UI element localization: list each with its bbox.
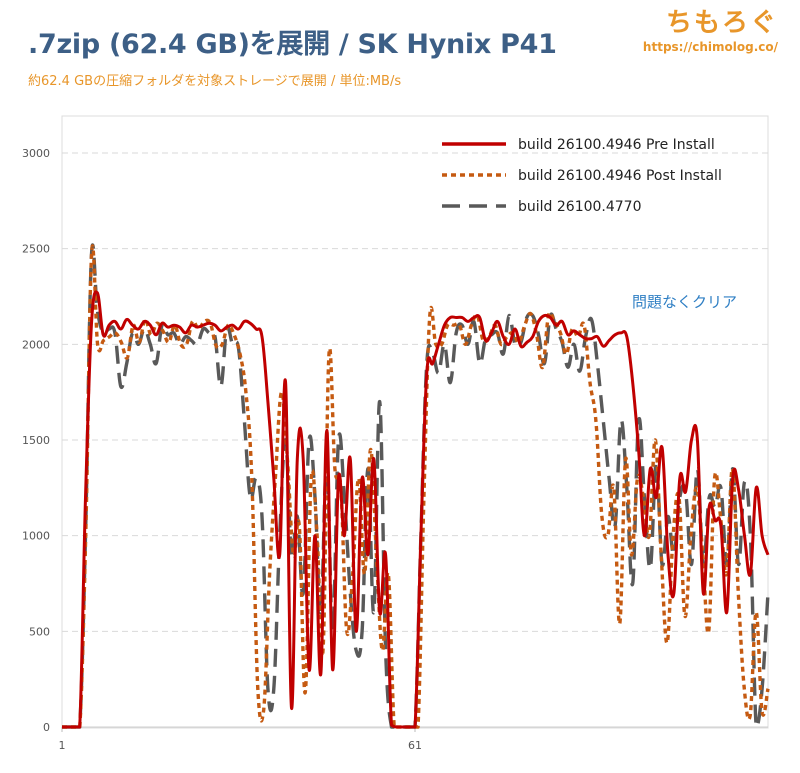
- series-line-0: [61, 290, 770, 729]
- y-tick-label: 2000: [22, 338, 50, 351]
- chart-subtitle: 約62.4 GBの圧縮フォルダを対象ストレージで展開 / 単位:MB/s: [28, 74, 402, 89]
- y-tick-label: 0: [43, 721, 50, 734]
- y-tick-label: 3000: [22, 147, 50, 160]
- y-axis-ticks: 0 500 1000 1500 2000 2500 3000: [22, 147, 50, 734]
- legend-label: build 26100.4946 Post Install: [518, 168, 722, 184]
- chart-title: .7zip (62.4 GB)を展開 / SK Hynix P41: [28, 29, 557, 60]
- brand-name: ちもろぐ: [665, 8, 778, 38]
- legend-label: build 26100.4946 Pre Install: [518, 137, 715, 153]
- series-line-2: [61, 243, 770, 729]
- brand-logo: ちもろぐ https://chimolog.co/: [643, 6, 778, 54]
- x-tick-label: 61: [408, 739, 422, 752]
- legend: build 26100.4946 Pre Install build 26100.…: [442, 137, 722, 215]
- y-tick-label: 500: [29, 625, 50, 638]
- y-tick-label: 2500: [22, 243, 50, 256]
- y-tick-label: 1500: [22, 434, 50, 447]
- series-lines: [61, 243, 770, 729]
- x-axis-ticks: 1 61: [59, 727, 422, 752]
- y-tick-label: 1000: [22, 530, 50, 543]
- chart-annotation: 問題なくクリア: [632, 293, 737, 311]
- plot-area: [61, 115, 769, 729]
- brand-url: https://chimolog.co/: [642, 40, 778, 54]
- legend-label: build 26100.4770: [518, 199, 642, 215]
- x-tick-label: 1: [59, 739, 66, 752]
